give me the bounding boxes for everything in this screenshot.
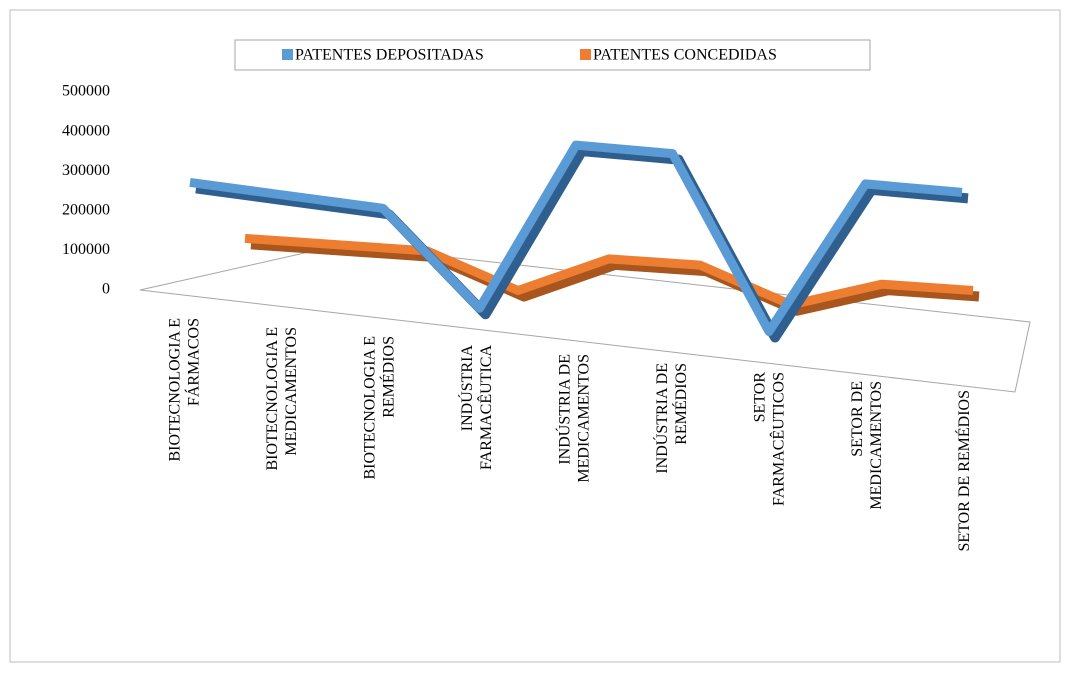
x-tick-label: BIOTECNOLOGIA E MEDICAMENTOS <box>264 327 300 471</box>
y-tick-label: 0 <box>102 281 110 298</box>
x-tick-label: INDÚSTRIA DE MEDICAMENTOS <box>554 354 592 483</box>
x-tick-label: INDÚSTRIA FARMACÊUTICA <box>457 345 495 470</box>
x-tick-label: BIOTECNOLOGIA E REMÉDIOS <box>361 336 397 480</box>
series-line <box>244 233 974 310</box>
y-tick-label: 100000 <box>62 241 110 258</box>
floor <box>139 244 1031 393</box>
ribbon-depth <box>195 146 969 343</box>
x-tick-label: INDÚSTRIA DE REMÉDIOS <box>652 363 690 474</box>
y-tick-label: 200000 <box>62 201 110 218</box>
x-tick-label: BIOTECNOLOGIA E FÁRMACOS <box>166 318 202 462</box>
series-line <box>189 140 963 336</box>
legend-box <box>234 39 871 71</box>
x-tick-label: SETOR DE MEDICAMENTOS <box>849 381 885 510</box>
legend-swatch <box>580 49 591 60</box>
y-tick-label: 400000 <box>62 122 110 139</box>
y-tick-label: 500000 <box>62 83 110 100</box>
x-tick-label: SETOR DE REMÉDIOS <box>954 390 973 552</box>
ribbon-depth <box>250 239 980 316</box>
y-tick-label: 300000 <box>62 162 110 179</box>
legend-label: PATENTES CONCEDIDAS <box>593 47 777 64</box>
x-tick-label: SETOR FARMACÊUTICOS <box>751 372 787 506</box>
legend-label: PATENTES DEPOSITADAS <box>295 47 484 64</box>
legend-swatch <box>282 49 293 60</box>
